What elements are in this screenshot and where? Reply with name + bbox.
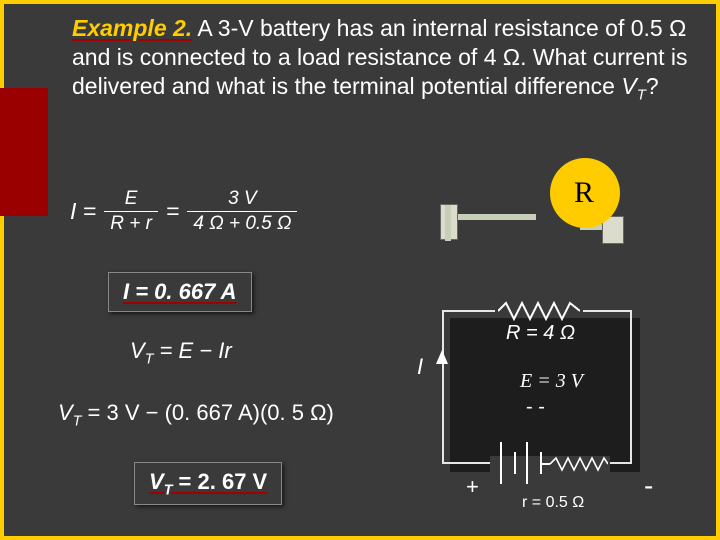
numerator-E: E (119, 188, 144, 211)
result-vt-box: VT = 2. 67 V (134, 462, 282, 505)
polarity-minus: - (644, 470, 653, 502)
vt-formula-numeric: VT = 3 V − (0. 667 A)(0. 5 Ω) (58, 400, 334, 429)
label-emf: E = 3 V (520, 370, 583, 393)
label-r-load: R = 4 Ω (506, 322, 575, 345)
vt-subscript: T (637, 86, 646, 103)
vt-V: V (130, 338, 145, 363)
emf-text: E = 3 V (520, 370, 583, 392)
problem-statement: Example 2. A 3-V battery has an internal… (72, 14, 690, 105)
vt2-rest: = 3 V − (0. 667 A)(0. 5 Ω) (81, 400, 333, 425)
label-current-I: I (417, 354, 423, 380)
question-mark: ? (646, 73, 659, 99)
example-label: Example 2. (72, 15, 192, 41)
current-formula: I = E R + r = 3 V 4 Ω + 0.5 Ω (70, 188, 305, 235)
wire-stub-vertical (445, 205, 451, 241)
polarity-plus: + (466, 474, 479, 500)
numerator-3v: 3 V (222, 188, 263, 211)
fraction-numeric: 3 V 4 Ω + 0.5 Ω (187, 188, 297, 235)
battery-plate-long-2 (526, 442, 528, 484)
current-arrow-icon (436, 350, 448, 364)
big-r-label: R (574, 176, 594, 210)
wire-to-internal-r (542, 463, 550, 465)
denominator-Rr: R + r (104, 211, 158, 235)
main-content: Example 2. A 3-V battery has an internal… (72, 14, 690, 105)
vt-rest: = E − Ir (153, 338, 231, 363)
battery-and-internal-r (500, 436, 610, 492)
terminal-left (440, 204, 458, 240)
denominator-values: 4 Ω + 0.5 Ω (187, 211, 297, 235)
label-r-internal: r = 0.5 Ω (522, 494, 584, 512)
result-current-box: I = 0. 667 A (108, 272, 252, 312)
resistor-top (498, 301, 580, 321)
battery-plate-short-1 (514, 452, 516, 474)
vt-final-rest: = 2. 67 V (172, 469, 267, 494)
vt-final-V: V (149, 469, 164, 494)
wire-left (458, 214, 536, 220)
resistor-illustration: R (440, 168, 670, 258)
circuit-diagram: R = 4 Ω I E = 3 V - - + - r = 0.5 Ω (420, 298, 690, 518)
result-current: I = 0. 667 A (123, 279, 237, 304)
resistor-internal (550, 456, 608, 472)
emf-dashes: - - (526, 396, 545, 419)
vt-formula-symbolic: VT = E − Ir (130, 338, 232, 367)
I-equals: I = (70, 198, 96, 225)
equals-2: = (166, 198, 179, 225)
fraction-symbolic: E R + r (104, 188, 158, 235)
vt2-V: V (58, 400, 73, 425)
red-accent-block (0, 88, 48, 216)
battery-plate-long-1 (500, 442, 502, 484)
vt-symbol: V (621, 73, 636, 99)
